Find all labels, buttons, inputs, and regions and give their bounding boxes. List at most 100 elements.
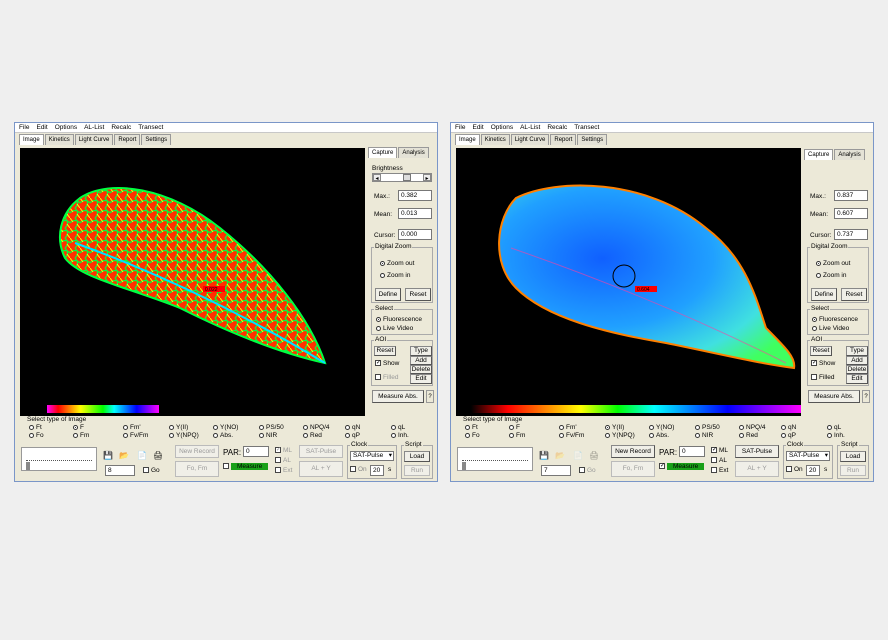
tab-capture[interactable]: Capture (804, 149, 834, 160)
measure-abs-button[interactable]: Measure Abs. (808, 390, 860, 403)
sat-pulse-button[interactable]: SAT-Pulse (299, 445, 343, 458)
type-qp[interactable]: qP (781, 432, 796, 440)
fo-fm-button[interactable]: Fo, Fm (175, 461, 219, 477)
go-checkbox[interactable]: Go (579, 467, 596, 474)
tab-kinetics[interactable]: Kinetics (44, 134, 74, 145)
slider-left-arrow-icon[interactable]: ◂ (373, 174, 381, 182)
type-ft[interactable]: Ft (465, 424, 478, 432)
record-counter[interactable]: 7 (541, 465, 571, 476)
aoi-reset-button[interactable]: Reset (810, 346, 832, 356)
type-y-ii[interactable]: Y(II) (169, 424, 188, 432)
tab-light-curve[interactable]: Light Curve (510, 134, 550, 145)
menu-transect[interactable]: Transect (138, 124, 164, 131)
tab-image[interactable]: Image (455, 134, 480, 145)
live-video-radio[interactable]: Live Video (376, 325, 413, 332)
type-ql[interactable]: qL (391, 424, 405, 432)
tab-report[interactable]: Report (550, 134, 577, 145)
aoi-add-button[interactable]: Add (846, 356, 868, 365)
type-nir[interactable]: NIR (695, 432, 713, 440)
par-value[interactable]: 0 (679, 446, 705, 457)
fluorescence-image-view[interactable]: 0.604 (456, 148, 801, 416)
record-counter[interactable]: 8 (105, 465, 135, 476)
aoi-show-checkbox[interactable]: ✓ Show (811, 360, 835, 367)
zoom-out-radio[interactable]: Zoom out (816, 260, 850, 267)
tab-light-curve[interactable]: Light Curve (74, 134, 114, 145)
type-red[interactable]: Red (739, 432, 758, 440)
aoi-type-button[interactable]: Type (410, 346, 432, 356)
clock-select[interactable]: SAT-Pulse ▾ (786, 451, 830, 461)
type-abs[interactable]: Abs. (213, 432, 233, 440)
new-record-button[interactable]: New Record (611, 445, 655, 458)
type-f[interactable]: F (73, 424, 84, 432)
tab-kinetics[interactable]: Kinetics (480, 134, 510, 145)
type-npq4[interactable]: NPQ/4 (739, 424, 766, 432)
report-icon[interactable]: 📄 (137, 451, 147, 460)
clock-on-checkbox[interactable]: On (350, 466, 367, 473)
aoi-add-button[interactable]: Add (410, 356, 432, 365)
help-icon[interactable]: ? (862, 390, 870, 403)
measure-toggle[interactable]: Measure (223, 463, 269, 470)
clock-interval[interactable]: 20 (806, 465, 820, 476)
menu-transect[interactable]: Transect (574, 124, 600, 131)
ext-checkbox[interactable]: Ext (275, 467, 292, 474)
type-y-npq[interactable]: Y(NPQ) (605, 432, 635, 440)
menu-recalc[interactable]: Recalc (111, 124, 132, 131)
define-button[interactable]: Define (375, 288, 401, 301)
tab-analysis[interactable]: Analysis (398, 147, 429, 158)
open-folder-icon[interactable]: 📂 (119, 451, 129, 460)
type-abs[interactable]: Abs. (649, 432, 669, 440)
fluorescence-image-view[interactable]: 0.022 (20, 148, 365, 416)
tab-capture[interactable]: Capture (368, 147, 398, 158)
menu-edit[interactable]: Edit (36, 124, 48, 131)
zoom-in-radio[interactable]: Zoom in (380, 272, 410, 279)
aoi-edit-button[interactable]: Edit (846, 374, 868, 384)
script-load-button[interactable]: Load (840, 451, 866, 462)
type-y-no[interactable]: Y(NO) (213, 424, 238, 432)
type-qn[interactable]: qN (345, 424, 360, 432)
help-icon[interactable]: ? (426, 390, 434, 403)
script-load-button[interactable]: Load (404, 451, 430, 462)
slider-thumb[interactable] (462, 462, 466, 470)
script-run-button[interactable]: Run (840, 465, 866, 476)
aoi-reset-button[interactable]: Reset (374, 346, 396, 356)
menu-recalc[interactable]: Recalc (547, 124, 568, 131)
slider-right-arrow-icon[interactable]: ▸ (423, 174, 431, 182)
tab-analysis[interactable]: Analysis (834, 149, 865, 160)
type-fm-prime[interactable]: Fm' (123, 424, 141, 432)
type-fm[interactable]: Fm (509, 432, 525, 440)
type-npq4[interactable]: NPQ/4 (303, 424, 330, 432)
open-folder-icon[interactable]: 📂 (555, 451, 565, 460)
par-value[interactable]: 0 (243, 446, 269, 457)
ext-checkbox[interactable]: Ext (711, 467, 728, 474)
al-y-button[interactable]: AL + Y (299, 461, 343, 477)
brightness-slider[interactable]: ◂ ▸ (372, 173, 432, 182)
menu-al-list[interactable]: AL-List (520, 124, 541, 131)
al-checkbox[interactable]: AL (275, 457, 291, 464)
aoi-marker[interactable] (635, 286, 657, 292)
position-slider[interactable] (21, 447, 97, 471)
export-icon[interactable]: 🖨 (153, 451, 164, 460)
menu-edit[interactable]: Edit (472, 124, 484, 131)
ml-checkbox[interactable]: ✓ ML (275, 447, 292, 454)
menu-file[interactable]: File (455, 124, 466, 131)
aoi-filled-checkbox[interactable]: Filled (811, 374, 835, 381)
clock-on-checkbox[interactable]: On (786, 466, 803, 473)
type-y-ii[interactable]: Y(II) (605, 424, 624, 432)
measure-toggle[interactable]: ✓ Measure (659, 463, 705, 470)
type-y-no[interactable]: Y(NO) (649, 424, 674, 432)
script-run-button[interactable]: Run (404, 465, 430, 476)
type-ql[interactable]: qL (827, 424, 841, 432)
aoi-delete-button[interactable]: Delete (846, 365, 868, 374)
type-inh[interactable]: Inh. (391, 432, 409, 440)
reset-zoom-button[interactable]: Reset (405, 288, 431, 301)
type-y-npq[interactable]: Y(NPQ) (169, 432, 199, 440)
type-ps50[interactable]: PS/50 (695, 424, 720, 432)
type-fv-fm[interactable]: Fv/Fm (123, 432, 148, 440)
slider-thumb[interactable] (403, 174, 411, 181)
type-red[interactable]: Red (303, 432, 322, 440)
tab-settings[interactable]: Settings (141, 134, 172, 145)
aoi-filled-checkbox[interactable]: Filled (375, 374, 399, 381)
type-ft[interactable]: Ft (29, 424, 42, 432)
define-button[interactable]: Define (811, 288, 837, 301)
type-qn[interactable]: qN (781, 424, 796, 432)
